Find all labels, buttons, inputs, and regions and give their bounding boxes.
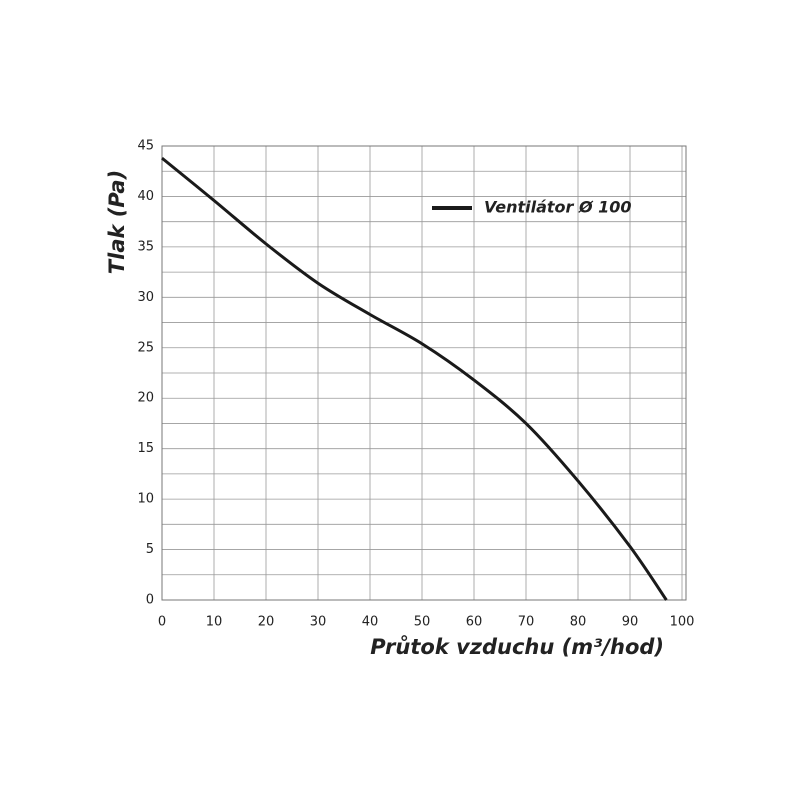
- y-tick-label: 25: [137, 340, 154, 355]
- x-tick-label: 40: [362, 615, 379, 630]
- y-tick-label: 10: [137, 492, 154, 507]
- y-tick-label: 0: [146, 593, 154, 608]
- y-tick-label: 15: [137, 441, 154, 456]
- x-tick-label: 30: [310, 615, 327, 630]
- y-tick-label: 20: [137, 391, 154, 406]
- x-tick-label: 100: [670, 615, 695, 630]
- y-tick-label: 45: [137, 139, 154, 154]
- x-axis-label: Průtok vzduchu (m³/hod): [370, 634, 664, 659]
- y-axis-label: Tlak (Pa): [105, 170, 129, 274]
- plot-frame: [161, 145, 687, 601]
- y-tick-label: 30: [137, 290, 154, 305]
- x-tick-label: 60: [466, 615, 483, 630]
- x-tick-label: 10: [206, 615, 223, 630]
- y-tick-label: 40: [137, 189, 154, 204]
- y-tick-label: 5: [146, 542, 154, 557]
- series-line: [161, 156, 668, 601]
- x-tick-label: 90: [622, 615, 639, 630]
- x-tick-label: 0: [158, 615, 166, 630]
- x-tick-label: 80: [570, 615, 587, 630]
- x-tick-label: 50: [414, 615, 431, 630]
- x-tick-label: 70: [518, 615, 535, 630]
- x-tick-label: 20: [258, 615, 275, 630]
- y-tick-label: 35: [137, 239, 154, 254]
- legend-label: Ventilátor Ø 100: [484, 198, 632, 217]
